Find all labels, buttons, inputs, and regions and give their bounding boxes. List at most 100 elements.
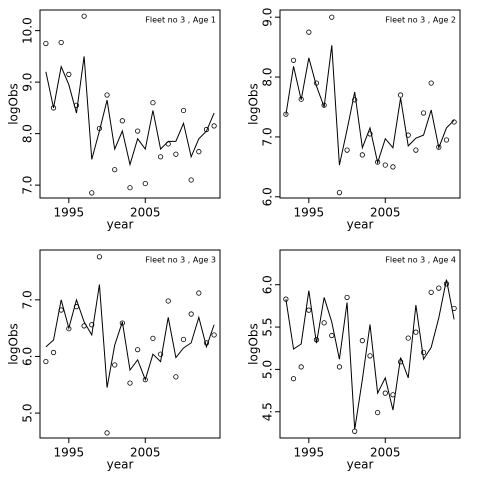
- y-tick-label: 9.0: [21, 73, 35, 92]
- observed-point: [359, 152, 365, 158]
- observed-point: [180, 336, 187, 343]
- observed-point: [142, 180, 148, 187]
- observed-point: [329, 14, 335, 20]
- observed-point: [119, 320, 125, 326]
- expected-line: [45, 56, 215, 167]
- observed-point: [43, 40, 49, 47]
- y-tick-label: 5.0: [21, 404, 35, 423]
- observed-point: [104, 92, 110, 98]
- plot-frame: [279, 249, 461, 439]
- observed-point: [298, 364, 304, 370]
- x-tick-label: 2005: [130, 446, 161, 460]
- observed-point: [436, 144, 442, 150]
- observed-point: [352, 428, 358, 434]
- x-axis-label: year: [107, 218, 134, 232]
- observed-point: [359, 338, 365, 344]
- observed-point: [127, 185, 133, 191]
- observed-point: [336, 190, 343, 196]
- observed-point: [142, 377, 148, 383]
- observed-point: [127, 380, 133, 386]
- y-tick-label: 8.0: [21, 124, 35, 143]
- observed-point: [344, 294, 350, 301]
- observed-point: [66, 71, 72, 77]
- observed-point: [112, 362, 118, 368]
- observed-point: [150, 100, 156, 106]
- observed-point: [150, 335, 156, 341]
- y-tick-label: 6.0: [21, 347, 35, 366]
- observed-point: [428, 80, 434, 86]
- panel-title: Fleet no 3 , Age 1: [145, 16, 216, 25]
- observed-point: [344, 147, 350, 153]
- panel-title: Fleet no 3 , Age 2: [385, 16, 456, 25]
- x-tick-label: 1995: [294, 446, 325, 460]
- observed-point: [43, 358, 49, 365]
- observed-point: [390, 164, 396, 170]
- x-tick-label: 2005: [370, 206, 401, 220]
- observed-point: [211, 123, 217, 129]
- y-tick-label: 5.0: [261, 360, 275, 379]
- observed-point: [306, 307, 312, 313]
- observed-point: [89, 190, 95, 196]
- observed-point: [382, 162, 388, 168]
- y-tick-label: 7.0: [21, 176, 35, 195]
- panel-title: Fleet no 3 , Age 4: [385, 256, 456, 265]
- observed-point: [436, 285, 442, 291]
- observed-point: [405, 335, 411, 341]
- panel-title: Fleet no 3 , Age 3: [145, 256, 216, 265]
- expected-line: [285, 279, 455, 430]
- observed-point: [58, 39, 64, 46]
- observed-point: [135, 128, 141, 134]
- x-tick-label: 1995: [54, 446, 85, 460]
- y-tick-label: 5.5: [261, 318, 275, 337]
- observed-point: [321, 320, 327, 326]
- observed-point: [173, 151, 179, 157]
- observed-point: [81, 13, 87, 19]
- y-tick-label: 8.0: [261, 68, 275, 87]
- observed-point: [180, 107, 187, 114]
- observed-point: [306, 29, 312, 35]
- y-tick-label: 9.0: [261, 8, 275, 27]
- observed-point: [135, 347, 141, 353]
- observed-point: [420, 110, 427, 116]
- observed-point: [112, 167, 118, 173]
- observed-point: [367, 353, 373, 359]
- observed-point: [382, 390, 388, 396]
- observed-point: [89, 322, 95, 328]
- observed-point: [188, 311, 194, 317]
- observed-point: [290, 57, 297, 63]
- observed-point: [329, 332, 335, 339]
- observed-point: [96, 254, 103, 260]
- observed-point: [413, 147, 419, 153]
- observed-point: [413, 329, 419, 335]
- observed-point: [188, 177, 194, 183]
- x-tick-label: 2005: [370, 446, 401, 460]
- y-tick-label: 4.5: [261, 402, 275, 421]
- y-tick-label: 7.0: [261, 127, 275, 146]
- x-tick-label: 2005: [130, 206, 161, 220]
- y-axis-label: logObs: [247, 323, 261, 365]
- expected-line: [285, 45, 455, 166]
- y-axis-label: logObs: [247, 83, 261, 125]
- x-axis-label: year: [107, 458, 134, 472]
- observed-point: [173, 374, 179, 380]
- plot-frame: [39, 9, 221, 199]
- y-tick-label: 6.0: [261, 275, 275, 294]
- plot-frame: [279, 9, 461, 199]
- y-axis-label: logObs: [7, 323, 21, 365]
- y-axis-label: logObs: [7, 83, 21, 125]
- observed-point: [420, 349, 427, 356]
- observed-point: [336, 364, 343, 370]
- observed-point: [119, 118, 125, 124]
- observed-point: [196, 149, 202, 155]
- observed-point: [298, 96, 304, 102]
- observed-point: [165, 298, 171, 304]
- y-tick-label: 7.0: [21, 290, 35, 309]
- x-axis-label: year: [347, 218, 374, 232]
- observed-point: [375, 409, 381, 416]
- observed-point: [428, 289, 434, 295]
- observed-point: [211, 332, 217, 338]
- plot-frame: [39, 249, 221, 439]
- observed-point: [50, 349, 57, 356]
- observed-point: [290, 376, 297, 382]
